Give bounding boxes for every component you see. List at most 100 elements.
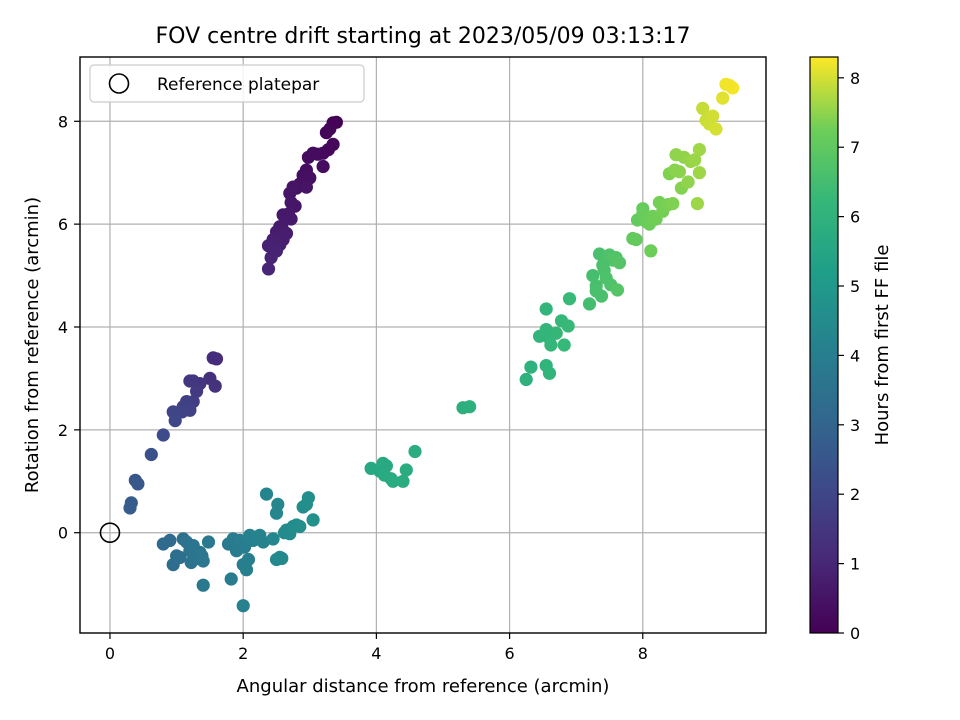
data-point — [196, 578, 210, 592]
data-point — [156, 428, 170, 442]
data-point — [709, 122, 723, 136]
legend-entry: Reference platepar — [157, 75, 319, 95]
data-point — [612, 256, 627, 270]
data-point — [644, 244, 658, 258]
axis-ticks: 0 2 4 6 8 0 2 4 6 8 — [58, 112, 648, 663]
data-point — [224, 572, 238, 586]
data-point — [557, 338, 571, 352]
y-tick-label: 2 — [58, 421, 68, 440]
colorbar-tick-label: 4 — [850, 346, 860, 365]
data-point — [266, 532, 280, 546]
data-point — [408, 444, 422, 459]
data-point — [692, 166, 707, 180]
data-point — [582, 297, 597, 311]
data-point — [299, 180, 313, 194]
data-point — [586, 269, 600, 283]
data-point — [629, 233, 643, 247]
data-point — [524, 360, 538, 374]
data-point — [271, 497, 285, 511]
data-point — [239, 563, 254, 577]
data-point — [722, 78, 737, 92]
data-point — [301, 491, 315, 505]
data-point — [241, 552, 256, 567]
data-point — [259, 487, 274, 501]
data-point — [163, 533, 177, 548]
data-point — [519, 372, 533, 387]
legend: Reference platepar — [89, 64, 365, 103]
data-point — [666, 197, 680, 211]
plot-frame — [79, 56, 767, 634]
data-point — [544, 338, 558, 352]
data-point — [190, 384, 204, 398]
colorbar-tick-label: 8 — [850, 69, 860, 88]
data-point — [696, 101, 710, 115]
data-point — [173, 550, 187, 565]
data-point — [131, 477, 145, 491]
colorbar-tick-label: 5 — [850, 277, 860, 296]
data-point — [539, 302, 553, 316]
chart-title: FOV centre drift starting at 2023/05/09 … — [156, 24, 691, 49]
colorbar-tick-label: 3 — [850, 416, 860, 435]
y-tick-label: 6 — [58, 215, 68, 234]
data-point — [716, 91, 730, 105]
data-point — [688, 153, 702, 167]
legend-box — [89, 64, 365, 103]
colorbar-tick-label: 7 — [850, 138, 860, 157]
y-axis-label: Rotation from reference (arcmin) — [22, 197, 43, 493]
data-point — [264, 251, 278, 265]
colorbar-label: Hours from first FF file — [872, 245, 893, 446]
colorbar-tick-label: 2 — [850, 485, 860, 504]
data-point — [561, 319, 575, 333]
colorbar: 0 1 2 3 4 5 6 7 8 Hours from first FF file — [809, 56, 893, 643]
colorbar-bar — [809, 56, 839, 634]
data-point — [123, 501, 137, 515]
colorbar-tick-label: 1 — [850, 555, 860, 574]
data-point — [542, 366, 557, 380]
data-point — [562, 292, 577, 306]
data-point — [201, 535, 216, 549]
data-point — [596, 258, 610, 272]
y-tick-label: 0 — [58, 524, 68, 543]
data-point — [236, 599, 250, 613]
data-point — [144, 447, 158, 462]
data-point — [672, 165, 687, 179]
data-point — [206, 351, 220, 365]
data-point — [399, 463, 413, 477]
x-tick-label: 4 — [371, 644, 381, 663]
data-point — [293, 519, 307, 534]
data-point — [261, 262, 276, 276]
data-point — [196, 554, 210, 568]
data-point — [690, 197, 705, 211]
x-tick-label: 6 — [504, 644, 514, 663]
data-point — [592, 247, 607, 261]
y-tick-label: 8 — [58, 112, 68, 131]
data-point — [589, 284, 603, 298]
data-point — [168, 414, 182, 428]
data-point — [306, 513, 320, 527]
data-point — [463, 400, 477, 414]
data-point — [183, 374, 197, 388]
x-tick-label: 8 — [638, 644, 648, 663]
data-point — [256, 535, 270, 549]
colorbar-tick-label: 6 — [850, 208, 860, 227]
x-tick-label: 2 — [238, 644, 248, 663]
data-point — [549, 326, 563, 340]
data-points — [123, 77, 740, 613]
data-point — [386, 474, 400, 488]
data-point — [275, 551, 289, 566]
grid — [80, 57, 766, 633]
data-point — [301, 150, 315, 164]
colorbar-tick-label: 0 — [850, 624, 860, 643]
legend-marker — [108, 73, 130, 94]
x-axis-label: Angular distance from reference (arcmin) — [237, 676, 610, 697]
reference-platepar-marker — [99, 522, 121, 544]
data-point — [692, 143, 707, 157]
data-point — [681, 175, 695, 189]
data-point — [396, 474, 410, 488]
x-tick-label: 0 — [105, 644, 115, 663]
data-point — [284, 212, 298, 226]
data-point — [706, 109, 720, 123]
colorbar-ticks: 0 1 2 3 4 5 6 7 8 — [838, 69, 860, 643]
data-point — [316, 159, 330, 174]
